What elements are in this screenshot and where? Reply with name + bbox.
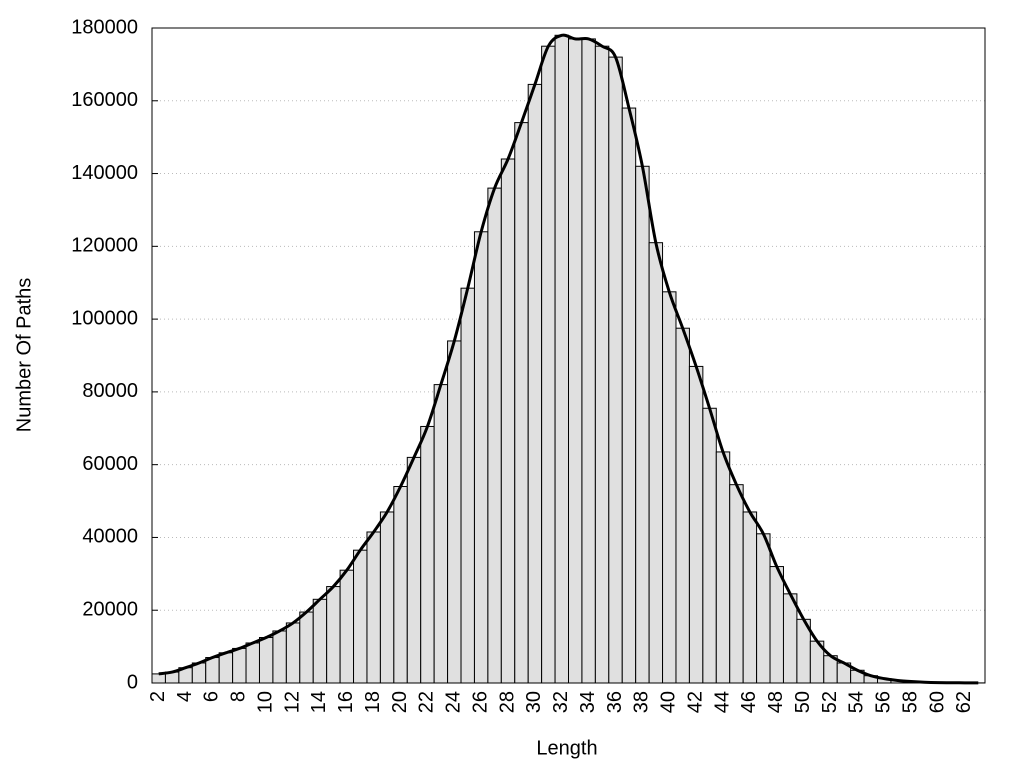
bar bbox=[218, 652, 234, 684]
bar bbox=[635, 165, 650, 684]
x-tick-label: 4 bbox=[174, 691, 196, 702]
y-tick-label: 120000 bbox=[71, 235, 138, 257]
y-tick-label: 0 bbox=[127, 671, 138, 693]
x-tick-label: 14 bbox=[308, 691, 330, 713]
bar bbox=[205, 657, 220, 684]
bar bbox=[621, 107, 637, 684]
x-tick-label: 20 bbox=[389, 691, 411, 713]
bar bbox=[272, 630, 287, 684]
bar bbox=[393, 486, 408, 684]
x-tick-label: 50 bbox=[792, 691, 814, 713]
x-tick-label: 32 bbox=[550, 691, 572, 713]
bar bbox=[782, 593, 798, 684]
x-tick-label: 12 bbox=[281, 691, 303, 713]
bar bbox=[662, 291, 677, 684]
x-tick-label: 56 bbox=[873, 691, 895, 713]
bar bbox=[433, 384, 449, 684]
x-tick-label: 2 bbox=[147, 691, 169, 702]
x-tick-label: 28 bbox=[496, 691, 518, 713]
bar bbox=[581, 38, 596, 684]
bar bbox=[299, 611, 314, 684]
x-tick-label: 16 bbox=[335, 691, 357, 713]
y-tick-label: 160000 bbox=[71, 89, 138, 111]
y-tick-label: 80000 bbox=[82, 380, 138, 402]
x-tick-label: 52 bbox=[819, 691, 841, 713]
bar bbox=[500, 158, 516, 684]
x-tick-label: 62 bbox=[953, 691, 975, 713]
bar bbox=[568, 38, 583, 684]
bar bbox=[554, 34, 569, 684]
y-tick-label: 180000 bbox=[71, 16, 138, 38]
bar bbox=[715, 451, 731, 684]
y-axis-label: Number Of Paths bbox=[13, 278, 35, 433]
x-tick-label: 36 bbox=[604, 691, 626, 713]
bar bbox=[729, 484, 744, 684]
y-tick-label: 20000 bbox=[82, 599, 138, 621]
bar bbox=[541, 45, 556, 684]
bar bbox=[527, 83, 543, 684]
x-tick-label: 60 bbox=[926, 691, 948, 713]
bar bbox=[648, 242, 664, 684]
bar bbox=[420, 425, 435, 684]
y-tick-label: 60000 bbox=[82, 453, 138, 475]
bar bbox=[742, 511, 758, 684]
x-tick-label: 30 bbox=[523, 691, 545, 713]
bar bbox=[594, 45, 610, 684]
x-tick-label: 24 bbox=[443, 691, 465, 713]
x-tick-label: 44 bbox=[711, 691, 733, 713]
x-axis-label: Length bbox=[536, 737, 597, 759]
bar bbox=[756, 533, 771, 684]
bar bbox=[245, 642, 260, 684]
x-tick-label: 34 bbox=[577, 691, 599, 713]
x-tick-label: 8 bbox=[228, 691, 250, 702]
bar bbox=[702, 407, 717, 684]
x-tick-label: 26 bbox=[469, 691, 491, 713]
y-tick-label: 140000 bbox=[71, 162, 138, 184]
x-tick-label: 40 bbox=[658, 691, 680, 713]
x-tick-label: 10 bbox=[254, 691, 276, 713]
bar bbox=[769, 566, 784, 684]
bar bbox=[326, 586, 341, 684]
bar bbox=[608, 56, 623, 684]
bar bbox=[447, 340, 462, 684]
bar bbox=[258, 637, 274, 684]
bar bbox=[339, 569, 355, 684]
bar bbox=[473, 231, 489, 684]
bar bbox=[232, 647, 247, 684]
bar bbox=[151, 673, 166, 684]
x-tick-label: 46 bbox=[738, 691, 760, 713]
trend-line bbox=[158, 33, 979, 685]
bar bbox=[285, 622, 301, 684]
bar bbox=[688, 365, 704, 684]
plot-frame bbox=[151, 27, 986, 684]
bar bbox=[487, 187, 502, 684]
y-tick-label: 40000 bbox=[82, 526, 138, 548]
bar bbox=[514, 122, 529, 684]
bar bbox=[675, 327, 690, 684]
x-tick-label: 54 bbox=[846, 691, 868, 713]
x-tick-label: 6 bbox=[201, 691, 223, 702]
bar bbox=[366, 531, 381, 684]
bar bbox=[353, 549, 368, 684]
x-tick-label: 48 bbox=[765, 691, 787, 713]
bar bbox=[379, 511, 395, 684]
bar bbox=[312, 598, 328, 684]
y-tick-label: 100000 bbox=[71, 307, 138, 329]
x-tick-label: 18 bbox=[362, 691, 384, 713]
x-tick-label: 42 bbox=[684, 691, 706, 713]
x-tick-label: 22 bbox=[416, 691, 438, 713]
x-tick-label: 38 bbox=[631, 691, 653, 713]
bar bbox=[406, 456, 422, 684]
bar bbox=[460, 287, 475, 684]
x-tick-label: 58 bbox=[899, 691, 921, 713]
